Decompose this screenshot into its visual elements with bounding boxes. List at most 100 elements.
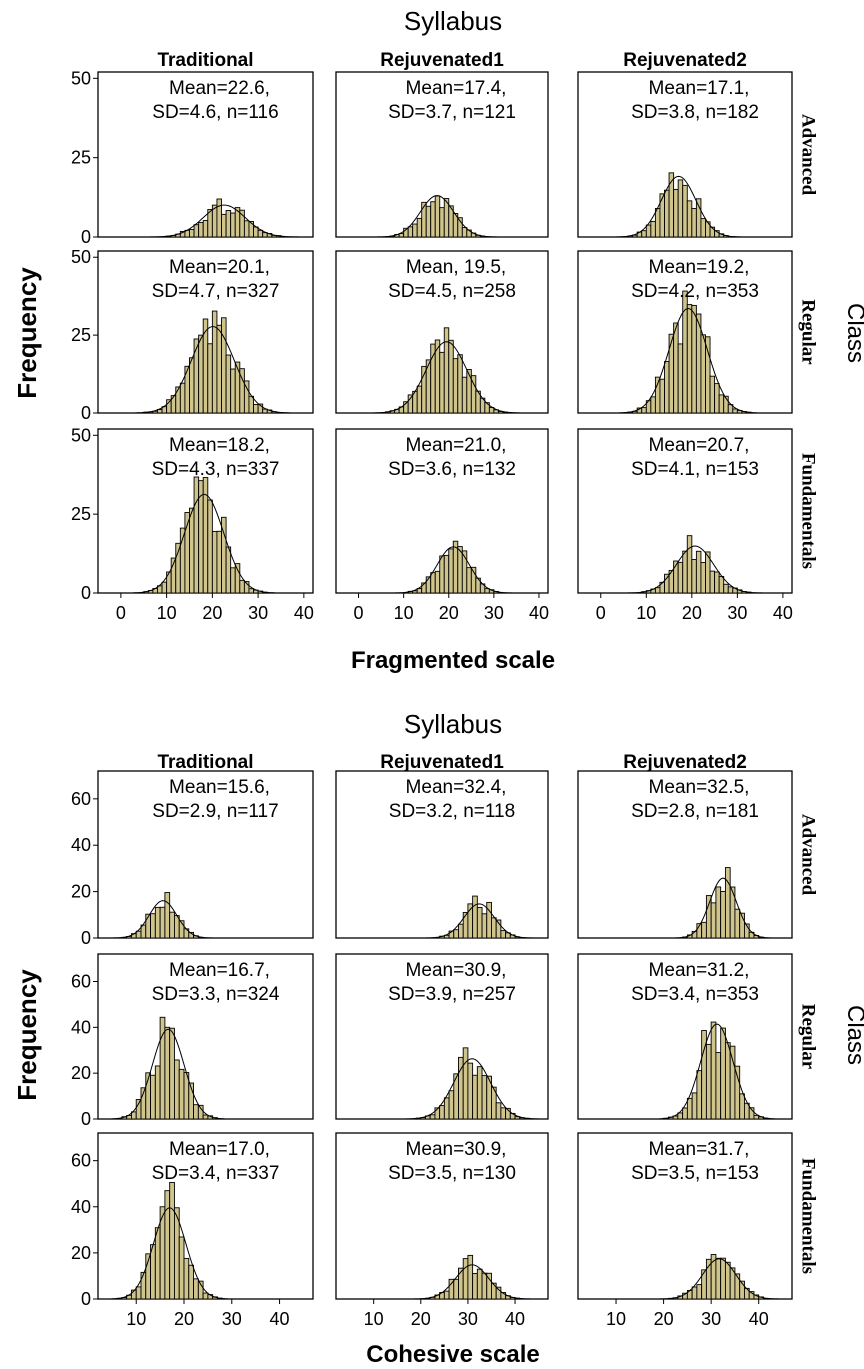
panel-rejuvenated1-regular: Mean=30.9, SD=3.9, n=257 (335, 953, 549, 1120)
annotation-line-2: SD=3.5, n=153 (631, 1163, 759, 1184)
annotation-line-2: SD=3.4, n=337 (152, 1163, 280, 1184)
histogram-bar (664, 189, 670, 238)
histogram-bar (169, 1181, 175, 1300)
annotation-line-1: Mean=31.2, (649, 960, 750, 981)
x-tick-label: 40 (773, 603, 793, 623)
histogram-bar (654, 208, 661, 238)
annotation-line-1: Mean=22.6, (169, 78, 270, 99)
histogram-bar (682, 184, 688, 238)
histogram-bar (484, 588, 490, 594)
histogram-bar (198, 334, 204, 414)
x-tick-label: 40 (749, 1309, 769, 1329)
histogram-bar (720, 1257, 726, 1300)
histogram-bar (641, 407, 647, 414)
y-tick-label: 50 (71, 247, 91, 267)
histogram-bar (416, 385, 423, 414)
figure-2: Syllabus Traditional Rejuvenated1 Rejuvenat… (12, 709, 864, 1368)
panel-rejuvenated1-advanced: Mean=32.4, SD=3.2, n=118 (335, 770, 549, 939)
histogram-bar (705, 895, 712, 939)
histogram-bar (458, 1267, 464, 1300)
histogram-bar (727, 586, 734, 594)
column-label-rejuvenated1: Rejuvenated1 (380, 50, 504, 71)
histogram-bar (434, 195, 441, 238)
histogram-bar (739, 1093, 745, 1120)
normal-curve (627, 545, 763, 594)
x-tick-label: 40 (505, 1309, 525, 1329)
histogram-bar (715, 886, 722, 939)
y-tick-label: 40 (71, 1197, 91, 1217)
y-tick-label: 0 (81, 1289, 91, 1309)
histogram-bar (686, 1097, 693, 1120)
histogram-bar (202, 220, 209, 238)
histogram-bar (695, 198, 702, 238)
histogram-bar (188, 1264, 195, 1300)
histogram-bar (189, 229, 195, 238)
annotation-line-2: SD=3.7, n=121 (388, 102, 516, 123)
histogram-bar (691, 208, 697, 238)
histogram-bar (183, 1257, 190, 1300)
histogram-bar (691, 1286, 698, 1300)
histogram-bar (452, 358, 459, 414)
histogram-bar (193, 224, 200, 238)
panel-rejuvenated1-fundamentals: Mean=30.9, SD=3.5, n=130 10 20 30 40 (335, 1132, 549, 1329)
y-tick-label: 50 (71, 425, 91, 445)
histogram-bar (154, 1227, 161, 1300)
histogram-bar (654, 587, 661, 594)
histogram-bar (248, 588, 254, 594)
histogram-bar (724, 1261, 731, 1300)
histogram-bar (202, 1292, 209, 1300)
histogram-bar (472, 1273, 478, 1300)
histogram-bar (718, 575, 725, 594)
histogram-bar (443, 554, 450, 594)
annotation-line-1: Mean=15.6, (169, 777, 270, 798)
annotation-line-1: Mean=16.7, (169, 960, 270, 981)
histogram-bar (253, 404, 259, 414)
histogram-bar (230, 368, 236, 414)
histogram-bar (439, 555, 445, 594)
panel-traditional-advanced: Mean=15.6, SD=2.9, n=117 0 20 40 60 (71, 770, 314, 948)
histogram-bar (467, 1062, 474, 1120)
row-group-title: Class (842, 303, 864, 363)
histogram-bar (500, 1107, 507, 1120)
annotation-line-1: Mean=17.1, (649, 78, 750, 99)
histogram-bar (710, 1021, 717, 1120)
panel-rejuvenated2-advanced: Mean=17.1, SD=3.8, n=182 (577, 71, 793, 238)
annotation-line-2: SD=2.9, n=117 (152, 801, 278, 822)
histogram-bar (452, 540, 459, 594)
histogram-bar (150, 913, 156, 939)
annotation-line-1: Mean=30.9, (406, 1139, 507, 1160)
histogram-bar (686, 200, 693, 238)
annotation-line-2: SD=4.3, n=337 (152, 459, 280, 480)
x-tick-label: 30 (727, 603, 747, 623)
histogram-bar (448, 548, 454, 594)
panel-rejuvenated2-regular: Mean=31.2, SD=3.4, n=353 (577, 953, 793, 1120)
panel-frame (577, 953, 793, 1120)
row-label-fundamentals: Fundamentals (798, 453, 819, 569)
histogram-bar (466, 567, 472, 594)
annotation-line-1: Mean=17.4, (406, 78, 507, 99)
histogram-bar (466, 369, 472, 414)
annotation-line-1: Mean=18.2, (169, 435, 270, 456)
histogram-bar (161, 581, 168, 594)
normal-curve (373, 341, 520, 414)
panel-frame (577, 1132, 793, 1300)
panel-rejuvenated2-advanced: Mean=32.5, SD=2.8, n=181 (577, 770, 793, 939)
histogram-bar (710, 902, 717, 939)
row-label-regular: Regular (798, 299, 819, 365)
annotation-line-1: Mean=30.9, (406, 960, 507, 981)
column-label-traditional: Traditional (157, 50, 253, 71)
histogram-bar (472, 895, 478, 939)
histogram-bar (748, 1107, 755, 1120)
histogram-bar (154, 906, 161, 939)
histogram-bar (709, 570, 716, 594)
x-tick-label: 10 (364, 1309, 384, 1329)
x-tick-label: 20 (439, 603, 459, 623)
annotation-line-2: SD=4.1, n=153 (631, 459, 759, 480)
x-tick-label: 10 (606, 1309, 626, 1329)
histogram-bar (691, 1092, 698, 1120)
histogram-bar (462, 1258, 469, 1300)
annotation-line-2: SD=4.6, n=116 (152, 102, 278, 123)
histogram-bar (705, 336, 711, 414)
x-tick-label: 20 (174, 1309, 194, 1329)
histogram-bar (700, 562, 706, 594)
